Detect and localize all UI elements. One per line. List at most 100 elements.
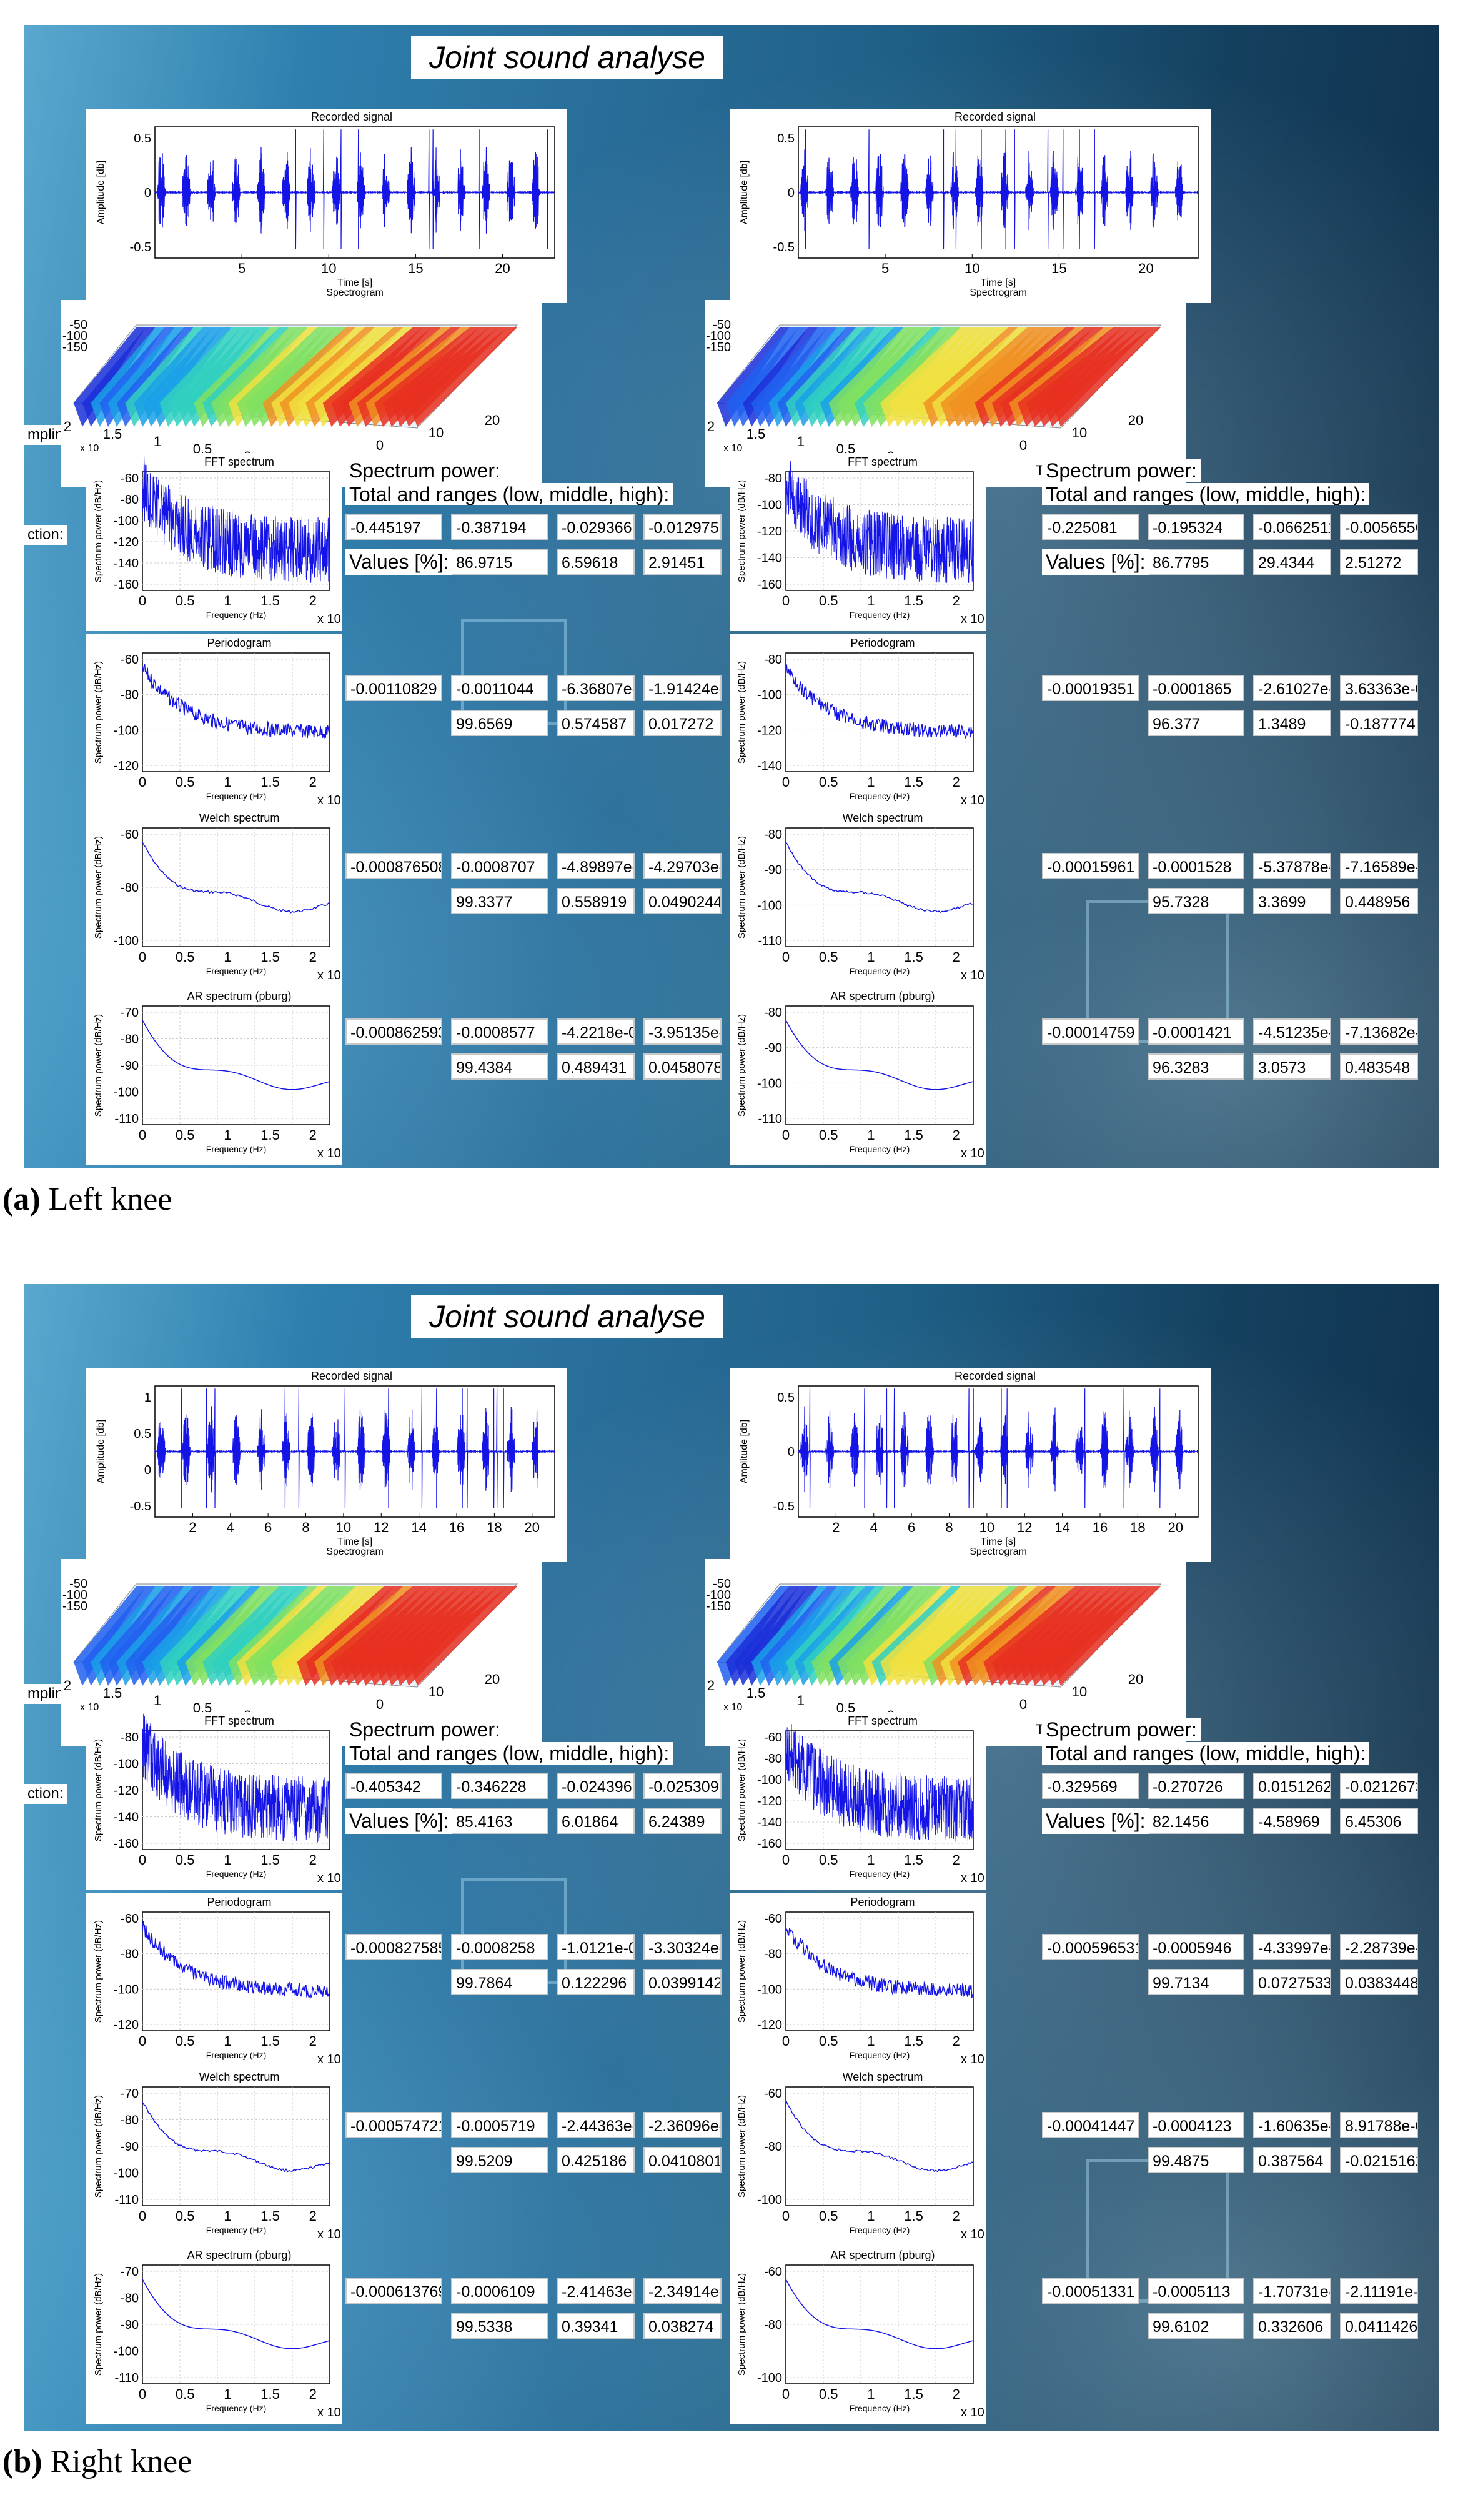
total-value-box[interactable]: -0.000574721 [345,2112,442,2138]
total-value-box[interactable]: -2.34914e- [643,2278,722,2304]
total-value-box[interactable]: -0.0056556 [1340,514,1418,540]
total-value-box[interactable]: -0.0005113 [1148,2278,1244,2304]
total-value-box[interactable]: 8.91788e-0 [1340,2112,1418,2138]
percent-value-box[interactable]: 1.3489 [1253,710,1331,736]
total-value-box[interactable]: -0.346228 [451,1773,548,1799]
percent-value-box[interactable]: 0.558919 [557,888,635,914]
percent-value-box[interactable]: 3.3699 [1253,888,1331,914]
percent-value-box[interactable]: 86.9715 [451,549,548,575]
percent-value-box[interactable]: 99.6569 [451,710,548,736]
percent-value-box[interactable]: 0.122296 [557,1969,635,1995]
total-value-box[interactable]: -0.0001421 [1148,1018,1244,1045]
percent-value-box[interactable]: 99.6102 [1148,2313,1244,2339]
total-value-box[interactable]: -1.91424e- [643,675,722,701]
percent-value-box[interactable]: -0.187774 [1340,710,1418,736]
total-value-box[interactable]: -2.41463e- [557,2278,635,2304]
total-value-box[interactable]: -0.00015961 [1042,853,1139,879]
total-value-box[interactable]: -4.33997e- [1253,1934,1331,1960]
percent-value-box[interactable]: 0.0458078 [643,1053,722,1080]
total-value-box[interactable]: -4.29703e- [643,853,722,879]
total-value-box[interactable]: 0.0151262 [1253,1773,1331,1799]
total-value-box[interactable]: -0.00014759 [1042,1018,1139,1045]
percent-value-box[interactable]: 96.3283 [1148,1053,1244,1080]
percent-value-box[interactable]: 0.038274 [643,2313,722,2339]
total-value-box[interactable]: -4.51235e- [1253,1018,1331,1045]
percent-value-box[interactable]: 82.1456 [1148,1808,1244,1834]
percent-value-box[interactable]: 86.7795 [1148,549,1244,575]
percent-value-box[interactable]: 0.387564 [1253,2147,1331,2173]
total-value-box[interactable]: -2.36096e- [643,2112,722,2138]
percent-value-box[interactable]: -0.0215162 [1340,2147,1418,2173]
percent-value-box[interactable]: 2.91451 [643,549,722,575]
total-value-box[interactable]: -0.0008577 [451,1018,548,1045]
total-value-box[interactable]: -2.11191e- [1340,2278,1418,2304]
percent-value-box[interactable]: 0.017272 [643,710,722,736]
total-value-box[interactable]: -0.445197 [345,514,442,540]
total-value-box[interactable]: -0.000827585 [345,1934,442,1960]
section-tab[interactable]: ction: [24,1784,67,1804]
total-value-box[interactable]: -0.0129753 [643,514,722,540]
percent-value-box[interactable]: 3.0573 [1253,1053,1331,1080]
total-value-box[interactable]: -4.2218e-0 [557,1018,635,1045]
percent-value-box[interactable]: 0.489431 [557,1053,635,1080]
percent-value-box[interactable]: 99.3377 [451,888,548,914]
percent-value-box[interactable]: 0.332606 [1253,2313,1331,2339]
percent-value-box[interactable]: 29.4344 [1253,549,1331,575]
percent-value-box[interactable]: 6.45306 [1340,1808,1418,1834]
total-value-box[interactable]: -0.0001865 [1148,675,1244,701]
percent-value-box[interactable]: 0.0411426 [1340,2313,1418,2339]
percent-value-box[interactable]: 99.7134 [1148,1969,1244,1995]
total-value-box[interactable]: -2.28739e- [1340,1934,1418,1960]
total-value-box[interactable]: -0.000613769 [345,2278,442,2304]
total-value-box[interactable]: -0.00110829 [345,675,442,701]
percent-value-box[interactable]: 99.5338 [451,2313,548,2339]
percent-value-box[interactable]: 95.7328 [1148,888,1244,914]
percent-value-box[interactable]: 0.0383448 [1340,1969,1418,1995]
total-value-box[interactable]: -3.30324e- [643,1934,722,1960]
total-value-box[interactable]: -0.0662511 [1253,514,1331,540]
percent-value-box[interactable]: 0.39341 [557,2313,635,2339]
total-value-box[interactable]: -2.44363e- [557,2112,635,2138]
total-value-box[interactable]: -0.000876508 [345,853,442,879]
percent-value-box[interactable]: 2.51272 [1340,549,1418,575]
total-value-box[interactable]: -6.36807e- [557,675,635,701]
percent-value-box[interactable]: 6.01864 [557,1808,635,1834]
percent-value-box[interactable]: 0.0490244 [643,888,722,914]
total-value-box[interactable]: -3.95135e- [643,1018,722,1045]
total-value-box[interactable]: -0.0001528 [1148,853,1244,879]
percent-value-box[interactable]: 0.0410801 [643,2147,722,2173]
total-value-box[interactable]: -0.00019351 [1042,675,1139,701]
total-value-box[interactable]: -0.000862593 [345,1018,442,1045]
total-value-box[interactable]: -0.387194 [451,514,548,540]
total-value-box[interactable]: -0.0006109 [451,2278,548,2304]
total-value-box[interactable]: -1.0121e-0 [557,1934,635,1960]
total-value-box[interactable]: -0.0008258 [451,1934,548,1960]
total-value-box[interactable]: -0.405342 [345,1773,442,1799]
percent-value-box[interactable]: 0.425186 [557,2147,635,2173]
percent-value-box[interactable]: 99.4384 [451,1053,548,1080]
total-value-box[interactable]: -5.37878e- [1253,853,1331,879]
total-value-box[interactable]: -1.60635e- [1253,2112,1331,2138]
total-value-box[interactable]: -1.70731e- [1253,2278,1331,2304]
total-value-box[interactable]: -7.13682e- [1340,1018,1418,1045]
percent-value-box[interactable]: 85.4163 [451,1808,548,1834]
percent-value-box[interactable]: 6.59618 [557,549,635,575]
percent-value-box[interactable]: 0.448956 [1340,888,1418,914]
total-value-box[interactable]: -0.00041447 [1042,2112,1139,2138]
total-value-box[interactable]: -2.61027e- [1253,675,1331,701]
total-value-box[interactable]: -0.0005719 [451,2112,548,2138]
percent-value-box[interactable]: 0.0399142 [643,1969,722,1995]
total-value-box[interactable]: 3.63363e-0 [1340,675,1418,701]
total-value-box[interactable]: -0.225081 [1042,514,1139,540]
percent-value-box[interactable]: 99.7864 [451,1969,548,1995]
percent-value-box[interactable]: 0.483548 [1340,1053,1418,1080]
total-value-box[interactable]: -0.0253091 [643,1773,722,1799]
total-value-box[interactable]: -0.0004123 [1148,2112,1244,2138]
total-value-box[interactable]: -4.89897e- [557,853,635,879]
total-value-box[interactable]: -0.029366 [557,514,635,540]
total-value-box[interactable]: -0.270726 [1148,1773,1244,1799]
total-value-box[interactable]: -0.0011044 [451,675,548,701]
percent-value-box[interactable]: 0.574587 [557,710,635,736]
total-value-box[interactable]: -0.0212673 [1340,1773,1418,1799]
total-value-box[interactable]: -0.195324 [1148,514,1244,540]
